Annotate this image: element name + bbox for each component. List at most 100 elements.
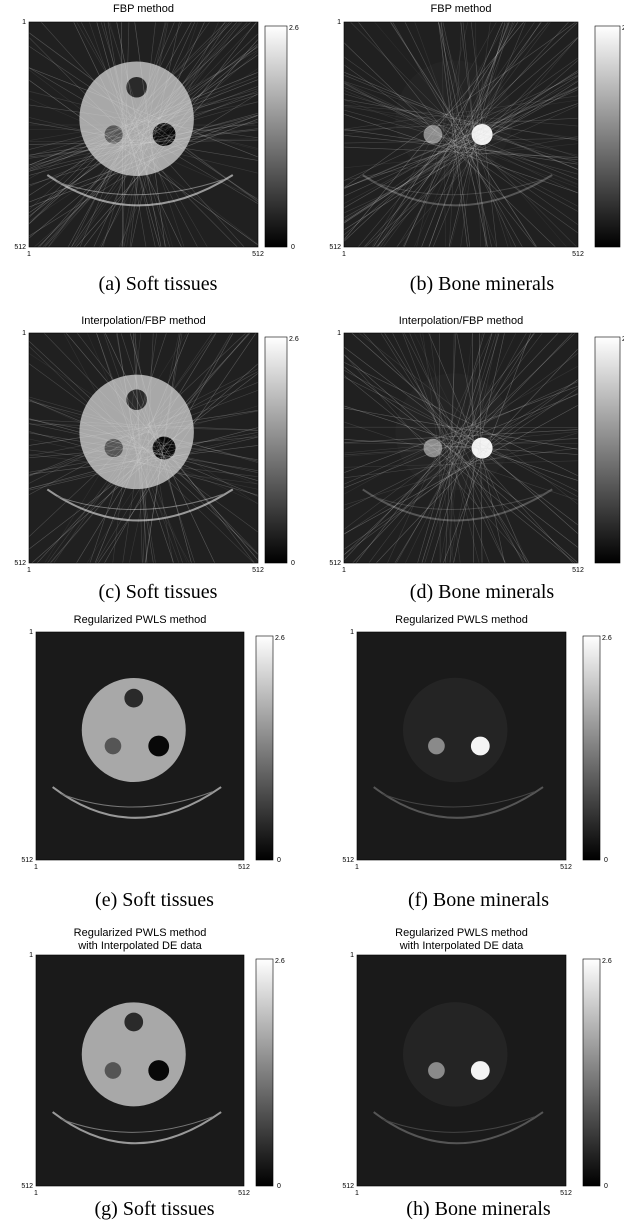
panel-title: Regularized PWLS method <box>395 614 528 626</box>
panel-title: Interpolation/FBP method <box>81 315 206 327</box>
streak <box>349 22 578 247</box>
streak <box>29 92 258 150</box>
streak <box>344 74 578 181</box>
streak <box>29 67 258 205</box>
axis-label: 1 <box>350 629 354 636</box>
streak <box>29 117 258 174</box>
streak <box>392 333 506 563</box>
axis-label: 512 <box>572 251 584 258</box>
streak <box>449 22 463 247</box>
insert-left <box>428 1062 445 1079</box>
panel-title: Regularized PWLS method <box>74 927 207 939</box>
table <box>52 1111 222 1145</box>
streak <box>394 333 535 563</box>
streak <box>29 94 258 171</box>
streak <box>445 333 457 563</box>
streak <box>116 333 154 563</box>
streak <box>344 99 578 141</box>
streak <box>40 22 245 247</box>
streak <box>29 46 258 196</box>
panel-title: with Interpolated DE data <box>399 940 524 952</box>
streak <box>344 128 578 165</box>
streak <box>29 436 258 491</box>
table <box>362 174 553 207</box>
axis-label: 1 <box>342 567 346 574</box>
streak <box>29 410 258 457</box>
streak <box>344 89 578 185</box>
streak <box>392 22 523 247</box>
streak <box>363 22 569 247</box>
streak <box>29 68 258 222</box>
streak <box>441 22 446 247</box>
table <box>52 786 222 819</box>
table-inner <box>60 791 213 808</box>
clip-frame <box>0 22 29 247</box>
phantom <box>79 61 194 176</box>
streak <box>29 112 258 176</box>
streak <box>29 438 258 490</box>
streak <box>29 405 258 476</box>
streak <box>344 353 529 563</box>
streak <box>344 407 578 450</box>
streak <box>29 88 258 157</box>
image-frame <box>356 631 567 861</box>
streak <box>344 393 578 489</box>
insert-right <box>148 1060 170 1081</box>
streak <box>460 22 491 247</box>
streak <box>144 333 183 563</box>
colorbar <box>594 25 621 248</box>
streak <box>67 22 192 247</box>
streak <box>39 22 238 247</box>
streak <box>29 32 258 202</box>
table <box>46 174 234 207</box>
streak <box>344 439 578 455</box>
streak <box>344 87 578 189</box>
caption: (h) Bone minerals <box>406 1198 551 1220</box>
streak <box>344 93 578 164</box>
colorbar-label: 0 <box>277 857 281 864</box>
axis-label: 512 <box>21 1183 33 1190</box>
streak <box>29 120 258 166</box>
streak <box>442 22 492 247</box>
axis-label: 1 <box>337 330 341 337</box>
colorbar-label: 2.6 <box>289 336 299 343</box>
streak <box>344 64 578 234</box>
streak <box>29 436 258 459</box>
colorbar <box>582 958 601 1187</box>
streak <box>29 76 258 166</box>
streak <box>344 105 578 156</box>
streak <box>430 333 500 563</box>
streak <box>129 22 156 247</box>
streak <box>29 115 258 186</box>
streak <box>31 363 258 563</box>
streak <box>389 22 538 247</box>
streak <box>130 22 180 247</box>
streak <box>29 445 258 475</box>
caption: (g) Soft tissues <box>95 1198 215 1220</box>
caption: (a) Soft tissues <box>99 273 218 295</box>
streak <box>344 82 578 212</box>
streak <box>29 434 258 489</box>
streak <box>439 333 483 563</box>
panel-title: FBP method <box>113 3 174 15</box>
streak <box>422 333 454 563</box>
streak <box>390 22 537 247</box>
streak <box>379 22 536 247</box>
streak <box>344 376 578 492</box>
streak <box>344 74 578 170</box>
axis-label: 512 <box>252 567 264 574</box>
streak <box>375 348 578 563</box>
streak <box>344 333 559 561</box>
insert-right <box>148 735 170 757</box>
streak <box>86 333 234 563</box>
streak <box>126 22 167 247</box>
streak <box>413 22 513 247</box>
axis-label: 1 <box>337 19 341 26</box>
axis-label: 1 <box>27 251 31 258</box>
streak <box>421 22 510 247</box>
streak <box>121 22 166 247</box>
streak <box>29 22 252 225</box>
streak <box>344 86 578 189</box>
colorbar-label: 0 <box>291 560 295 567</box>
streak <box>133 333 174 563</box>
